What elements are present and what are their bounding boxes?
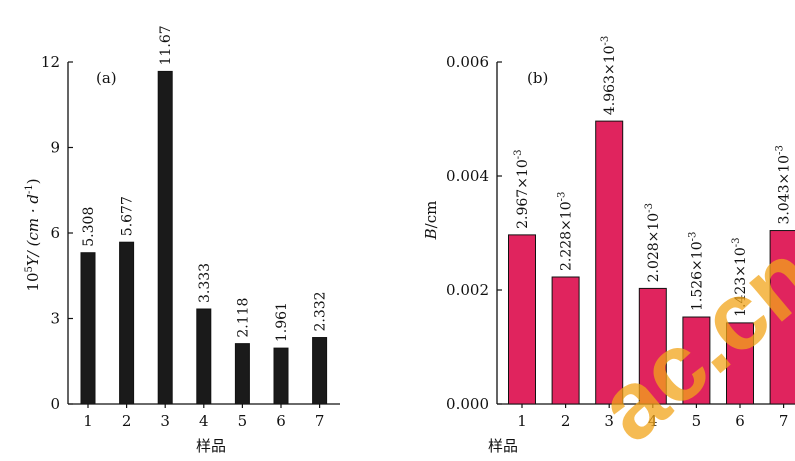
panel-b-data-label: 1.526×10-3: [687, 232, 705, 311]
panel-b-x-tick-label: 3: [604, 412, 614, 430]
panel-b-x-tick-label: 4: [648, 412, 658, 430]
panel-a-label: (a): [96, 69, 117, 87]
data-label-exponent: -3: [557, 192, 568, 202]
data-label-exponent: -3: [731, 238, 742, 248]
panel-a-bar: [234, 343, 250, 405]
panel-b-bar: [769, 230, 795, 405]
panel-a-data-label: 5.677: [120, 196, 136, 236]
panel-b-y-title-unit: /cm: [422, 201, 440, 229]
panel-b-x-tick-label: 1: [517, 412, 527, 430]
data-label-mantissa: 3.043×10: [777, 155, 793, 225]
panel-a-x-tick-label: 1: [83, 412, 93, 430]
data-label-mantissa: 4.963×10: [602, 45, 618, 115]
data-label-mantissa: 1.423×10: [733, 247, 749, 317]
panel-b-y-tick-label: 0.000: [446, 395, 489, 413]
panel-a-data-label: 5.308: [81, 207, 97, 247]
panel-b-bar-chart: (b) B/cm 0.0000.0020.0040.00612.967×10-3…: [422, 36, 795, 430]
panel-a-bar: [119, 241, 135, 405]
panel-a-y-tick-label: 3: [50, 310, 60, 328]
panel-a-y-tick-label: 12: [41, 53, 60, 71]
data-label-mantissa: 1.526×10: [689, 241, 705, 311]
panel-a-y-title-close: ): [24, 178, 42, 184]
panel-a-x-tick-label: 3: [160, 412, 170, 430]
panel-a-bar: [80, 252, 96, 405]
data-label-exponent: -3: [644, 203, 655, 213]
panel-b-data-label: 2.028×10-3: [644, 203, 662, 282]
panel-b-bar: [682, 316, 711, 405]
panel-a-data-label: 1.961: [274, 302, 290, 342]
panel-b-data-label: 3.043×10-3: [775, 145, 793, 224]
panel-a-x-tick-label: 7: [315, 412, 325, 430]
panel-a-bar: [312, 337, 328, 405]
panel-a-y-title-base: 10: [24, 273, 42, 292]
data-label-mantissa: 2.967×10: [515, 159, 531, 229]
panel-b-bar: [638, 287, 667, 405]
data-label-mantissa: 2.228×10: [559, 201, 575, 271]
panel-b-bar: [508, 234, 536, 405]
panel-b-x-tick-label: 7: [779, 412, 789, 430]
panel-a-y-axis-title: 105Y/ (cm · d-1): [24, 178, 42, 291]
panel-a-y-tick-label: 6: [50, 224, 60, 242]
data-label-exponent: -3: [600, 36, 611, 46]
panel-b-y-tick-label: 0.002: [446, 281, 489, 299]
panel-a-bar: [157, 70, 173, 405]
panel-a-data-label: 11.67: [158, 25, 174, 65]
panel-a-y-title-sup: 5: [24, 266, 35, 272]
panel-a-y-title-main: Y/ (cm · d: [24, 194, 42, 266]
panel-a-x-axis-title: 样品: [196, 437, 226, 455]
panel-a-x-tick-label: 4: [199, 412, 209, 430]
panel-b-x-tick-label: 2: [561, 412, 571, 430]
panel-a-bar: [273, 347, 289, 405]
panel-a-y-tick-label: 9: [50, 139, 60, 157]
data-label-exponent: -3: [687, 232, 698, 242]
panel-a-bar: [196, 308, 212, 405]
panel-b-data-label: 2.228×10-3: [557, 192, 575, 271]
panel-a-x-tick-label: 2: [122, 412, 132, 430]
panel-b-y-axis-title: B/cm: [422, 201, 440, 241]
panel-a-y-tick-label: 0: [50, 395, 60, 413]
panel-a-data-label: 2.118: [235, 298, 251, 338]
panel-b-y-tick-label: 0.006: [446, 53, 489, 71]
panel-a-y-title-sup2: -1: [24, 184, 35, 194]
data-label-mantissa: 2.028×10: [646, 213, 662, 283]
panel-b-bar: [551, 276, 580, 405]
panel-b-y-tick-label: 0.004: [446, 167, 489, 185]
panel-a-x-tick-label: 5: [238, 412, 248, 430]
panel-a-bar-chart: (a) 样品 样品 105Y/ (cm · d-1) 03691215.3082…: [24, 25, 518, 455]
panel-b-data-label: 1.423×10-3: [731, 238, 749, 317]
panel-b-bar: [595, 120, 624, 405]
panel-b-x-axis-title: 样品: [488, 437, 518, 455]
panel-b-x-tick-label: 6: [735, 412, 745, 430]
data-label-exponent: -3: [513, 150, 524, 160]
panel-b-label: (b): [527, 69, 548, 87]
panel-b-data-label: 4.963×10-3: [600, 36, 618, 115]
panel-b-data-label: 2.967×10-3: [513, 150, 531, 229]
panel-a-data-label: 2.332: [313, 291, 329, 331]
panel-b-x-tick-label: 5: [692, 412, 702, 430]
panel-a-x-tick-label: 6: [276, 412, 286, 430]
panel-a-data-label: 3.333: [197, 263, 213, 303]
panel-b-y-title-var: B: [422, 228, 440, 240]
data-label-exponent: -3: [775, 145, 786, 155]
